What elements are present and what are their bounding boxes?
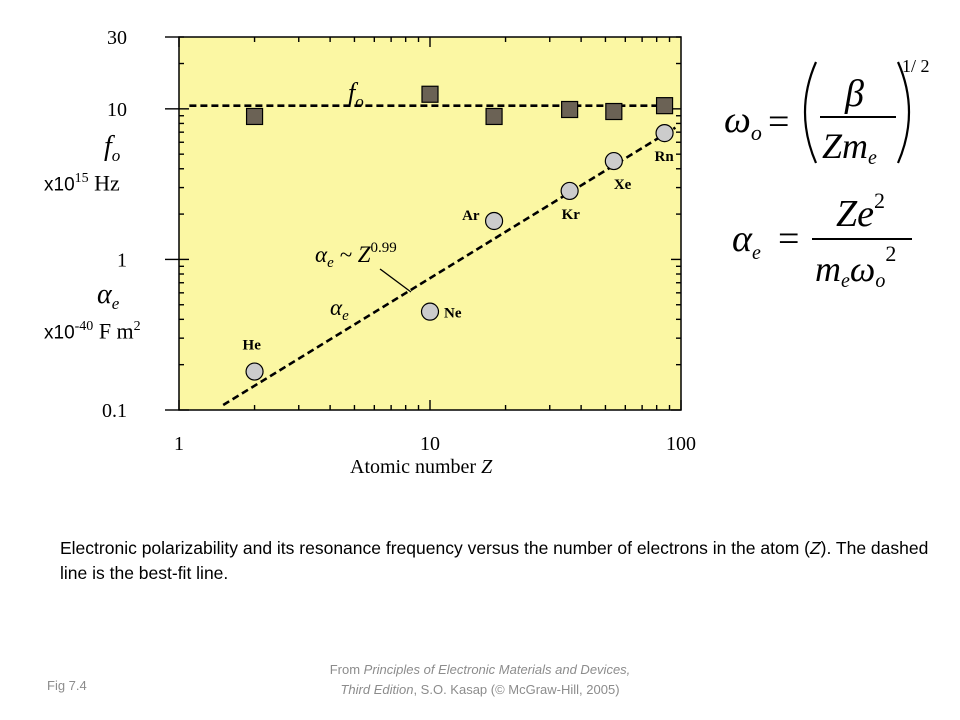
y-label-fo-symbol: f [104,131,112,162]
eq2-equals: = [778,218,799,260]
fo-annotation: fo [348,78,364,111]
element-label: Xe [614,177,632,193]
eq1-omega-sub: o [751,120,762,145]
fo-square-marker [655,97,674,115]
x-tick-label: 10 [420,433,440,455]
y-label-alpha-exp: -40 [74,319,94,334]
fit-line-alpha_e [222,126,677,407]
y-label-fo-exp: 15 [74,171,89,186]
eq1-m-sub: e [868,147,877,169]
citation-prefix: From [329,662,364,677]
y-label-alpha: αe [97,281,119,312]
eq2-m-sub: e [841,270,850,292]
element-labels: He Ne Ar Kr Xe Rn [243,149,675,353]
y-label-fo-prefix: x10 [44,174,75,196]
y-label-alpha-symbol: α [97,279,112,310]
y-tick-label: 0.1 [102,400,127,422]
figure-number: Fig 7.4 [47,678,87,693]
caption-text-before: Electronic polarizability and its resona… [60,538,810,558]
y-label-alpha-units: x10-40 F m2 [44,318,141,344]
y-label-alpha-prefix: x10 [44,322,75,344]
fit-annotation-sub: e [327,255,334,271]
eq2-omega-exp: 2 [885,241,896,266]
eq1-lhs: ωo [724,99,762,145]
caption-var: Z [809,538,821,558]
alpha-circle-marker [604,151,623,171]
tick-labels: 1 10 100 0.1 1 10 30 [102,27,696,455]
citation-title: Principles of Electronic Materials and D… [340,662,631,697]
y-label-alpha-sub: e [111,293,120,313]
figure-caption: Electronic polarizability and its resona… [60,536,950,585]
y-tick-label: 1 [117,249,127,271]
fo-square-marker [245,107,264,126]
fo-annotation-symbol: f [348,78,359,107]
alpha-circle-marker [560,181,579,201]
fit-annotation-tilde: ~ Z [334,242,371,267]
x-tick-label: 100 [666,433,696,455]
eq1-beta: β [844,73,864,115]
eq2-alpha-sub: e [752,242,761,264]
element-label: Kr [562,207,581,223]
eq2-numerator: Ze2 [836,188,885,235]
y-label-fo: fo [104,133,120,164]
alpha-circle-marker [245,362,264,381]
y-label-alpha-exp2: 2 [133,319,141,334]
alpha-annotation-sub: e [342,308,349,324]
equation-alpha: αe = Ze2 meωo2 [732,188,912,292]
alpha-circle-marker [420,302,440,321]
y-label-alpha-suffix: F m [93,318,134,344]
eq2-alpha: α [732,218,753,260]
equation-omega: ωo = β Zme 1/ 2 [724,56,930,169]
x-axis-label: Atomic number Z [350,456,493,478]
eq1-exponent: 1/ 2 [902,56,930,76]
eq2-m: m [815,249,841,289]
x-axis-label-text: Atomic number [350,456,476,478]
y-label-fo-sub: o [111,145,121,165]
fo-square-marker [485,107,503,126]
eq2-lhs: αe [732,218,761,264]
alpha-annotation-symbol: α [330,295,343,320]
x-axis-label-var: Z [481,456,493,478]
eq1-equals: = [768,101,789,143]
eq1-denominator: Zme [822,126,877,169]
axis-ticks [165,36,682,411]
eq2-Ze: Ze [836,193,874,235]
fo-square-marker [605,102,623,121]
fo-annotation-sub: o [355,92,364,111]
eq1-right-paren [896,61,911,164]
alpha-circle-marker [484,211,504,231]
y-tick-label: 30 [107,27,127,49]
element-label: Ne [444,306,462,322]
eq2-omega: ω [850,249,875,289]
citation-suffix: , S.O. Kasap (© McGraw-Hill, 2005) [413,681,620,697]
source-citation: From Principles of Electronic Materials … [318,660,642,699]
fit-annotation-exp: 0.99 [371,240,397,256]
element-label: Ar [462,208,480,224]
alpha-annotation: αe [330,295,349,324]
eq2-denominator: meωo2 [815,241,896,292]
fo-square-marker [561,100,579,119]
element-label: He [243,338,262,354]
fit-annotation-alpha: α [315,242,328,267]
caption-text-after: ). The dashed line is the best-fit line. [60,538,929,583]
eq1-omega: ω [724,99,751,141]
fit-annotation: αe ~ Z0.99 [315,240,397,271]
eq1-Zm: Zm [822,126,868,166]
fo-square-marker [421,85,439,103]
y-label-fo-suffix: Hz [88,170,120,196]
alpha-circle-marker [655,124,674,143]
fit-lines [189,104,677,407]
eq2-omega-sub: o [875,270,885,292]
element-label: Rn [655,149,675,165]
y-label-fo-units: x1015 Hz [44,170,120,196]
data-markers [245,85,674,381]
y-tick-label: 10 [107,99,127,121]
x-tick-label: 1 [174,433,184,455]
eq2-Ze-exp: 2 [874,188,885,213]
eq1-left-paren [803,61,818,164]
fit-annotation-pointer [379,268,412,293]
